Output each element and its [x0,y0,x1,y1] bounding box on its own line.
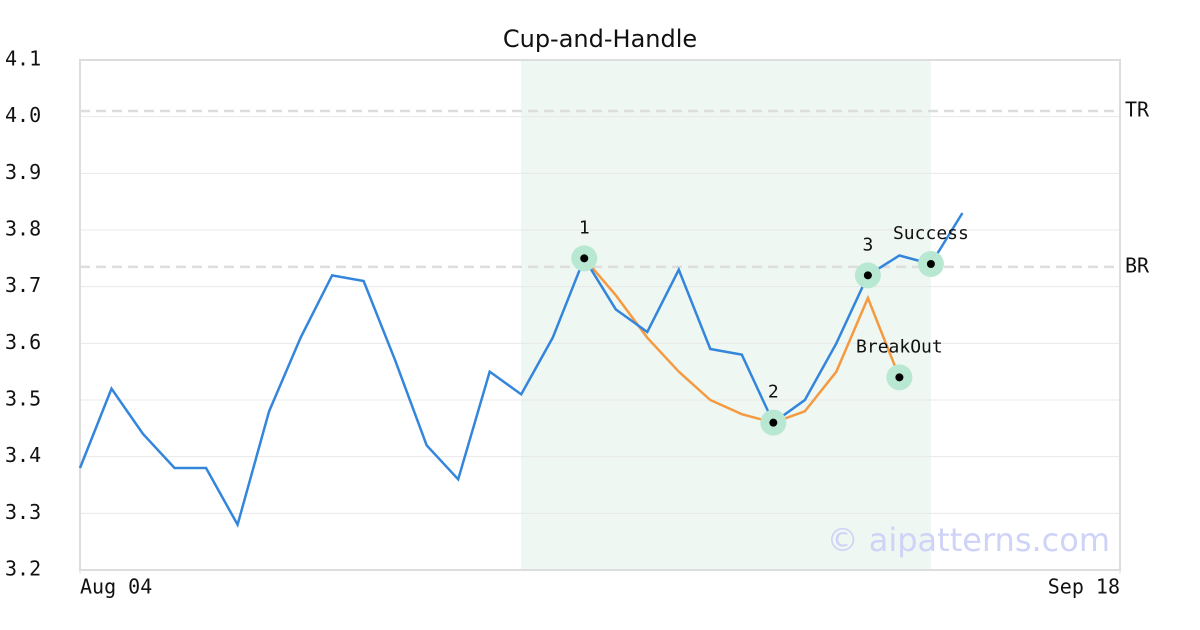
point-label: BreakOut [856,336,943,357]
chart-title: Cup-and-Handle [503,25,697,53]
y-tick-label: 3.3 [5,500,41,524]
point-dot [895,373,904,382]
x-tick-label: Sep 18 [1048,575,1120,599]
level-label: BR [1125,253,1150,277]
point-dot [926,260,935,268]
level-label: TR [1125,98,1150,122]
shaded-region [521,60,931,570]
point-dot [580,254,589,263]
point-label: 1 [579,217,590,238]
y-tick-label: 3.4 [5,443,41,467]
point-label: 2 [768,382,779,403]
x-tick-label: Aug 04 [80,575,152,599]
plot-frame [79,59,1121,571]
point-dot [769,418,778,427]
y-tick-label: 4.1 [5,47,41,71]
y-tick-label: 3.7 [5,273,41,297]
y-tick-label: 3.5 [5,387,41,411]
y-tick-label: 3.6 [5,330,41,354]
watermark: © aipatterns.com [827,521,1110,559]
y-tick-label: 3.2 [5,557,41,581]
point-label: 3 [862,234,873,255]
point-label: Success [893,223,969,244]
y-tick-label: 3.9 [5,160,41,184]
point-dot [863,271,872,280]
y-tick-label: 3.8 [5,217,41,241]
series-line [78,212,964,528]
y-tick-label: 4.0 [5,103,41,127]
